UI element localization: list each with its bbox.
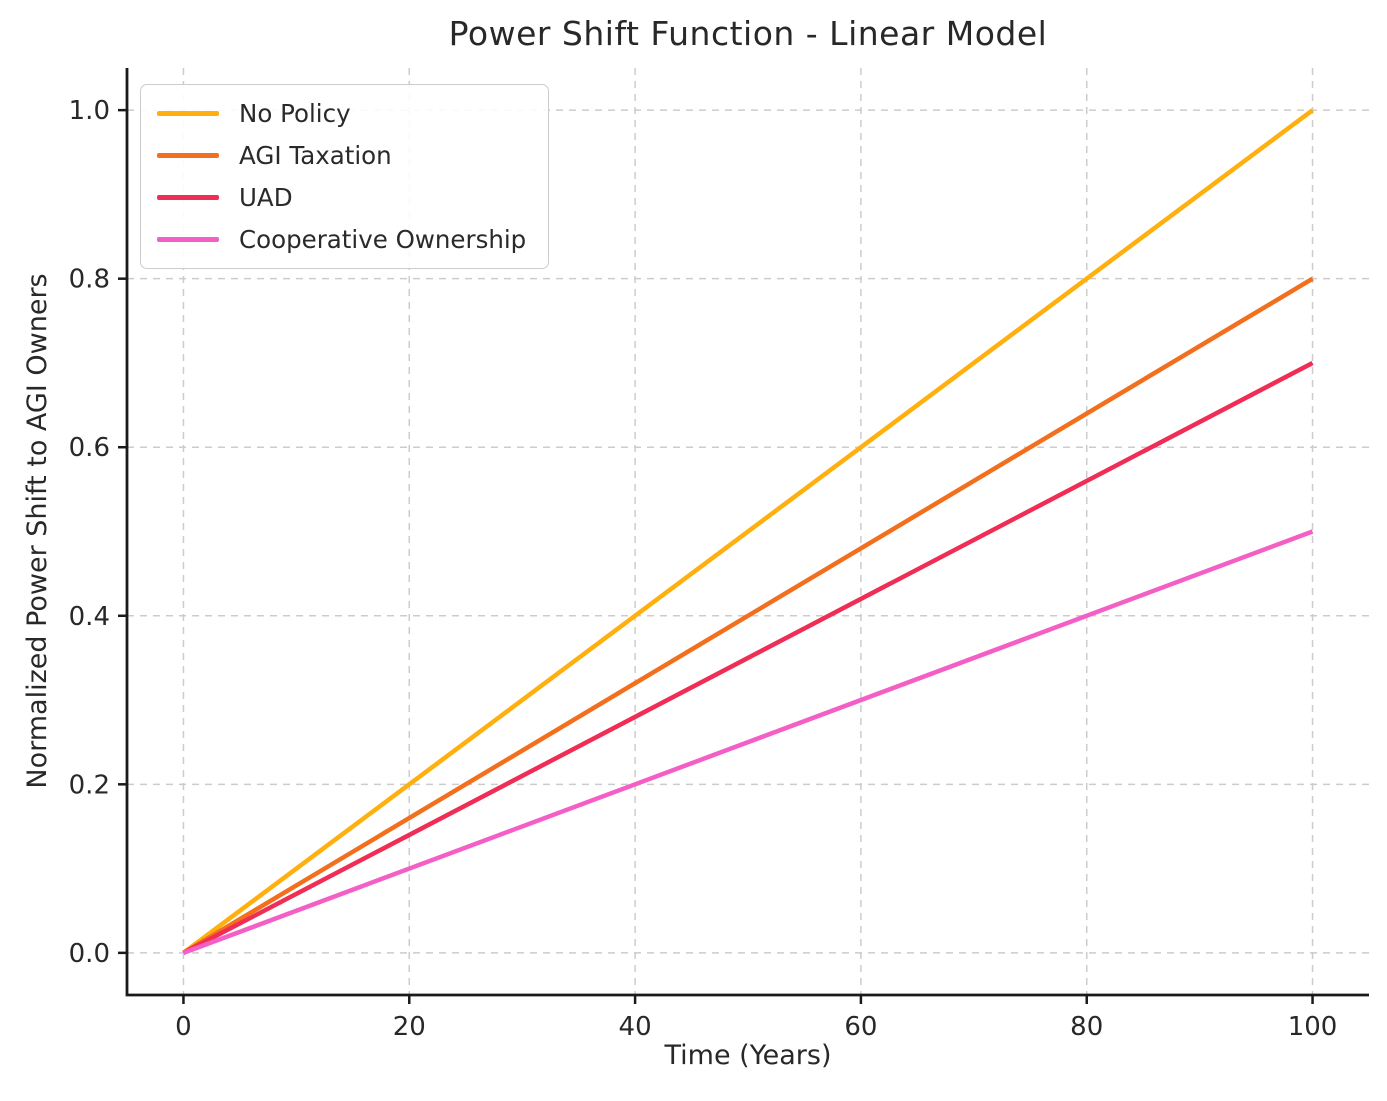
x-tick-label: 0: [175, 1012, 192, 1042]
series-line-uad: [182, 360, 1314, 955]
legend-label-no-policy: No Policy: [239, 99, 351, 128]
x-tick-label: 20: [393, 1012, 426, 1042]
y-tick-label: 0.4: [69, 602, 110, 632]
legend: No Policy AGI Taxation UAD Cooperative Owne…: [140, 84, 550, 269]
y-tick-label: 0.2: [69, 770, 110, 800]
legend-swatch-uad: [157, 195, 219, 200]
legend-swatch-no-policy: [157, 111, 219, 116]
x-axis-label: Time (Years): [664, 1040, 832, 1071]
x-tick-label: 60: [844, 1012, 877, 1042]
legend-swatch-cooperative-ownership: [157, 237, 219, 242]
legend-label-cooperative-ownership: Cooperative Ownership: [239, 225, 527, 254]
x-tick-label: 80: [1070, 1012, 1103, 1042]
y-axis-label: Normalized Power Shift to AGI Owners: [22, 273, 53, 789]
legend-label-agi-taxation: AGI Taxation: [239, 141, 392, 170]
series-line-agi-taxation: [182, 276, 1314, 955]
x-tick-label: 100: [1288, 1012, 1338, 1042]
legend-item-agi-taxation: AGI Taxation: [157, 141, 526, 170]
legend-item-cooperative-ownership: Cooperative Ownership: [157, 225, 526, 254]
series-line-cooperative-ownership: [182, 529, 1314, 955]
legend-swatch-agi-taxation: [157, 153, 219, 158]
y-tick-label: 0.8: [69, 265, 110, 295]
axis-spines: [125, 68, 1369, 997]
series-line-no-policy: [182, 108, 1314, 955]
y-tick-label: 0.0: [69, 939, 110, 969]
chart-title: Power Shift Function - Linear Model: [448, 14, 1048, 53]
legend-label-uad: UAD: [239, 183, 293, 212]
legend-item-uad: UAD: [157, 183, 526, 212]
y-tick-label: 0.6: [69, 433, 110, 463]
y-tick-label: 1.0: [69, 96, 110, 126]
x-tick-label: 40: [619, 1012, 652, 1042]
legend-item-no-policy: No Policy: [157, 99, 526, 128]
